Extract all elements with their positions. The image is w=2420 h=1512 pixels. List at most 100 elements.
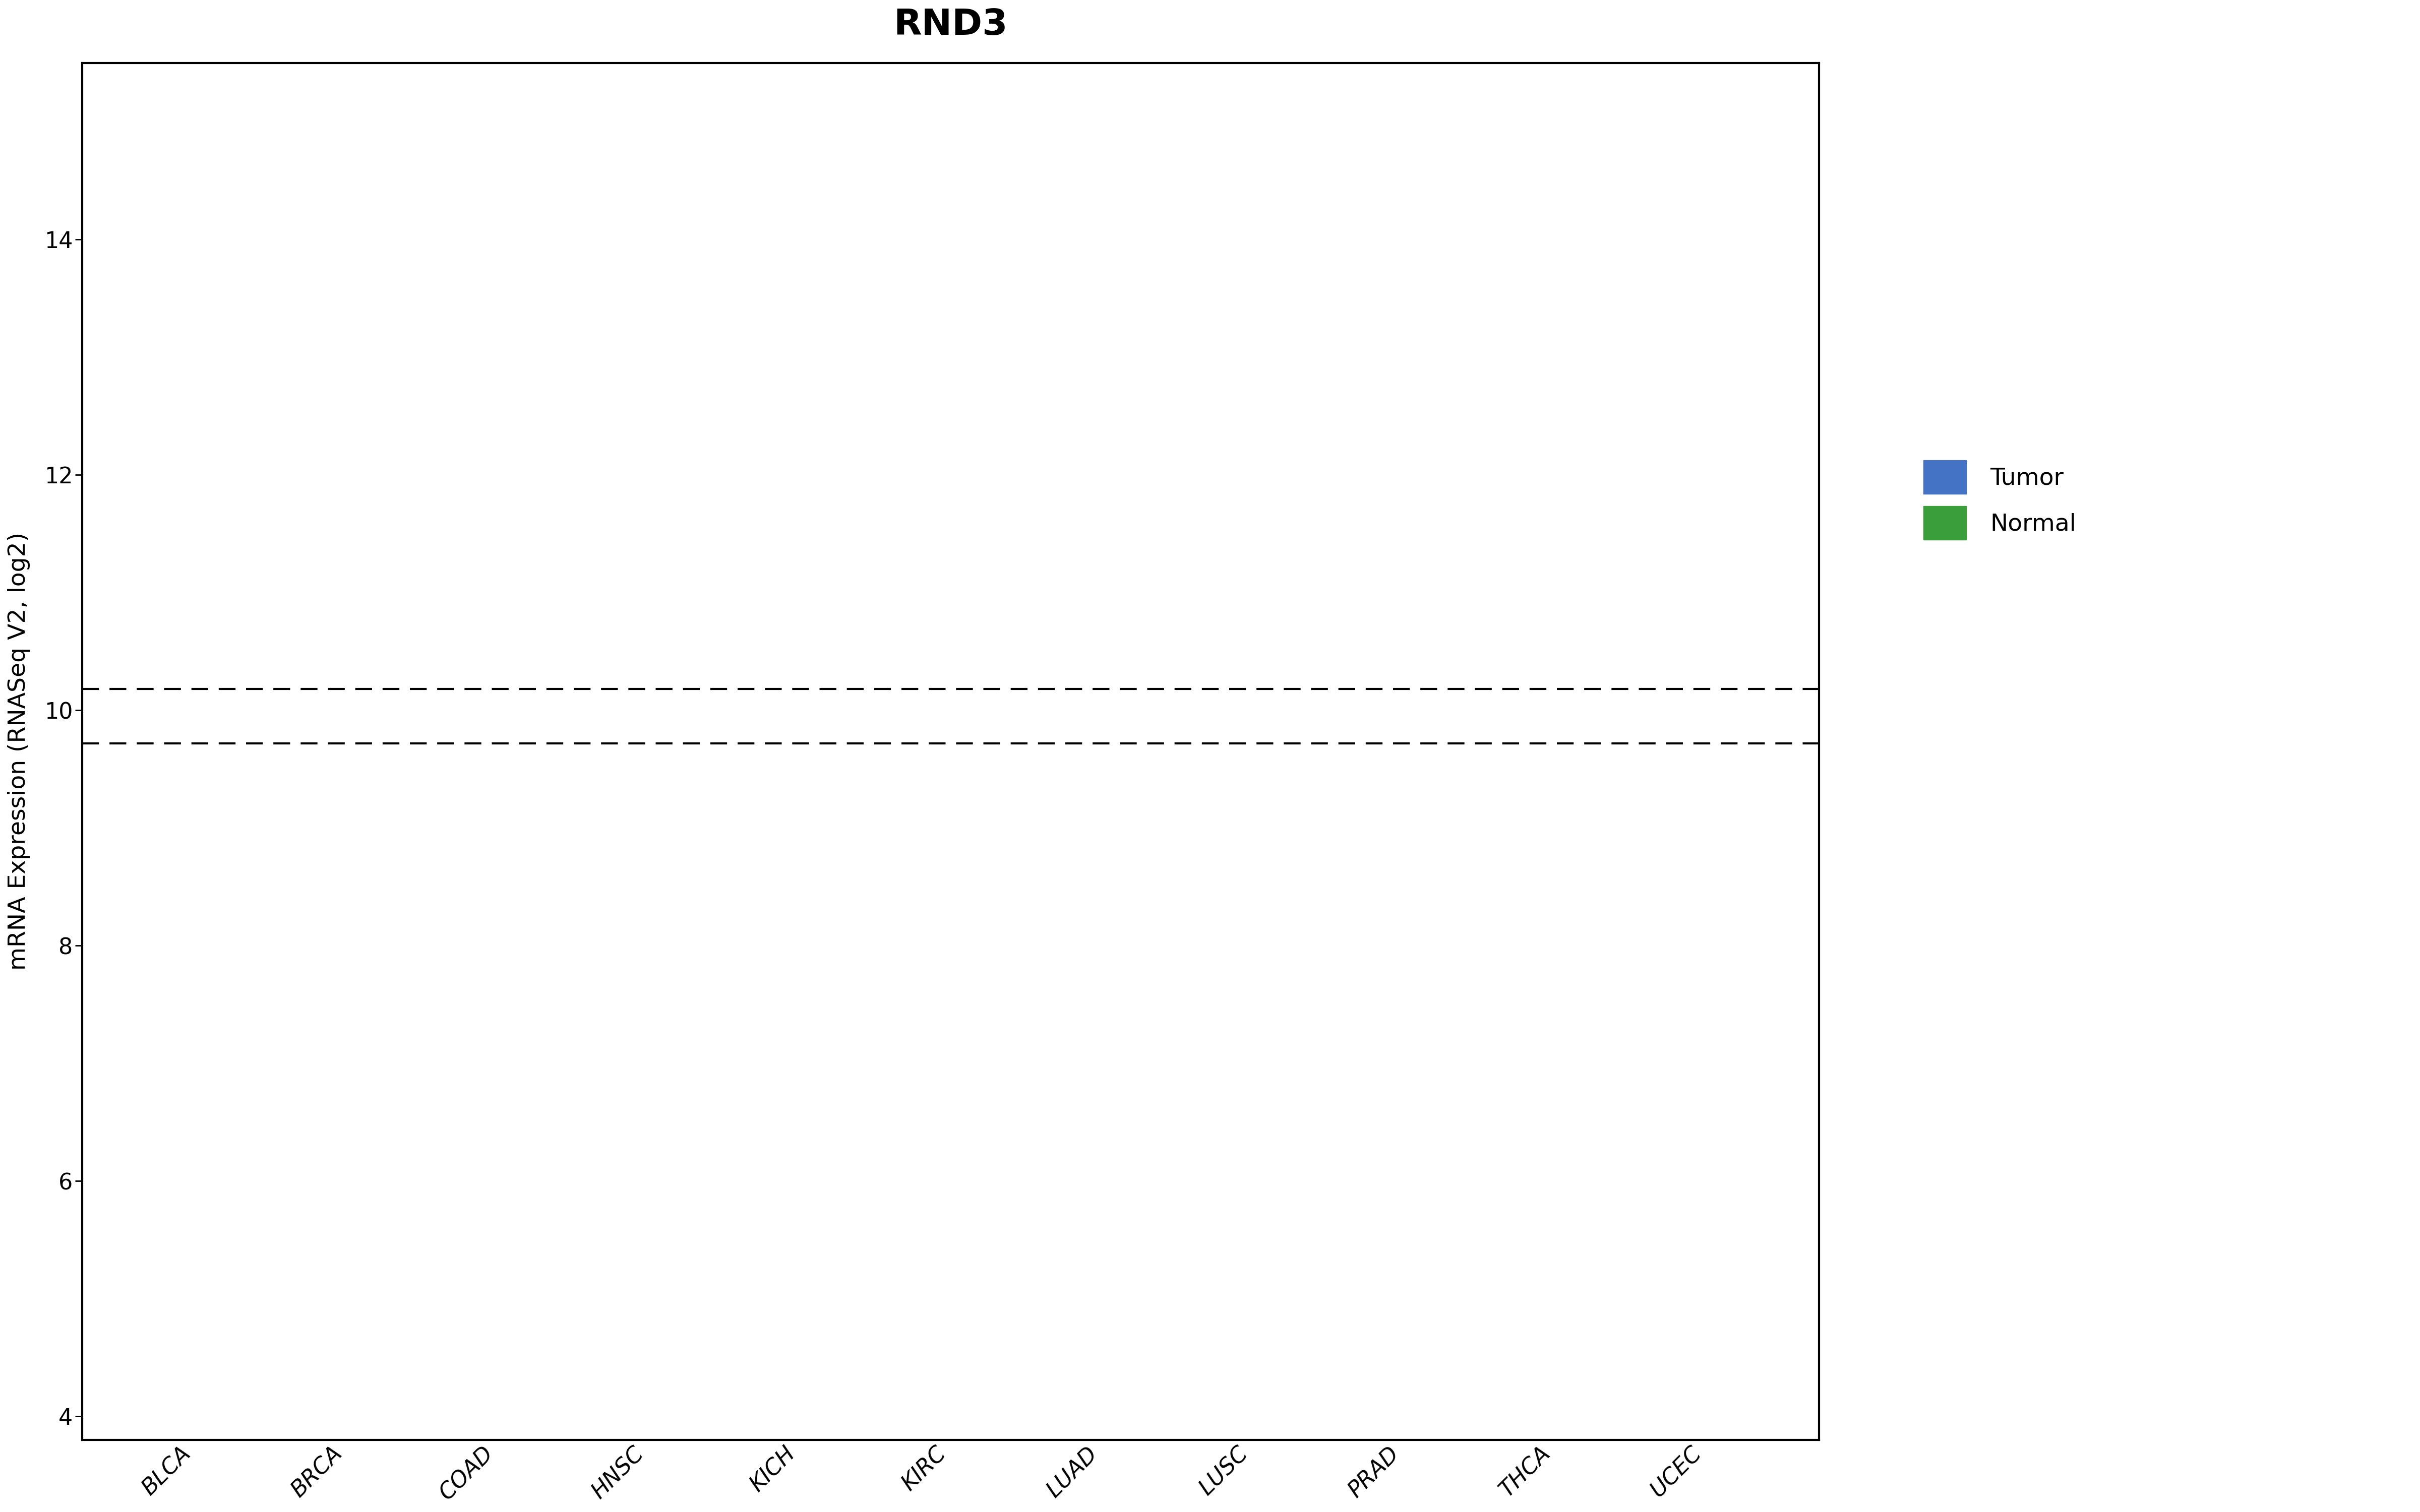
Point [1263,659,1302,683]
Point [508,748,547,773]
Point [344,804,382,829]
Point [859,826,898,850]
Point [1500,829,1539,853]
Point [300,803,339,827]
Point [324,547,363,572]
Point [508,747,547,771]
Point [1614,680,1653,705]
Point [1135,729,1174,753]
Point [1500,562,1539,587]
Point [121,578,160,602]
Point [595,584,634,608]
Point [286,620,324,644]
Point [1675,608,1713,632]
Point [252,774,290,798]
Point [1111,585,1150,609]
Point [532,461,571,485]
Point [80,792,119,816]
Point [1568,618,1607,643]
Point [1500,673,1539,697]
Point [612,720,651,744]
Point [189,567,227,591]
Point [1437,706,1476,730]
Point [380,794,419,818]
Point [356,656,394,680]
Point [1716,659,1754,683]
Point [1135,631,1174,655]
Point [1287,685,1326,709]
Point [745,496,784,520]
Point [920,709,958,733]
Point [336,680,375,705]
Point [143,709,182,733]
Point [399,717,438,741]
Point [230,417,269,442]
Point [595,901,634,925]
Point [508,686,547,711]
Point [532,786,571,810]
Point [1048,959,1087,983]
Point [1566,871,1604,895]
Point [1038,898,1077,922]
Point [1237,745,1275,770]
Point [97,662,136,686]
Point [1568,653,1607,677]
Point [532,431,571,455]
Point [1590,494,1629,519]
Point [929,788,968,812]
Point [1568,727,1607,751]
Point [1389,885,1428,909]
Point [663,768,702,792]
Point [104,677,143,702]
Point [508,789,547,813]
Point [1200,543,1239,567]
Point [315,464,353,488]
Point [305,522,344,546]
Point [1070,782,1108,806]
Point [1566,581,1604,605]
Point [230,593,269,617]
Point [356,511,394,535]
Point [1716,472,1754,496]
Point [1362,738,1401,762]
Point [257,673,295,697]
Point [961,812,999,836]
Point [324,833,363,857]
Point [1287,600,1326,624]
Point [1694,813,1733,838]
Point [1135,561,1174,585]
Point [283,668,322,692]
Point [293,974,332,998]
Point [1111,780,1150,804]
Point [1413,528,1452,552]
Point [1070,848,1108,872]
Point [866,885,905,909]
Point [1665,809,1704,833]
Point [1590,596,1629,620]
Point [898,937,937,962]
Point [1413,552,1452,576]
Point [298,712,336,736]
Point [380,748,419,773]
Point [1631,823,1670,847]
Point [985,813,1024,838]
Point [341,546,380,570]
Point [1529,770,1568,794]
Point [174,836,213,860]
Point [961,756,999,780]
Point [513,741,552,765]
Point [1500,841,1539,865]
Point [658,499,697,523]
Point [1225,635,1263,659]
Point [1568,641,1607,665]
Point [206,881,244,906]
Point [465,718,503,742]
Point [445,750,484,774]
Point [361,516,399,540]
Point [961,638,999,662]
Point [1021,751,1060,776]
Point [230,927,269,951]
Point [835,748,874,773]
Point [1263,429,1302,454]
Point [1437,847,1476,871]
